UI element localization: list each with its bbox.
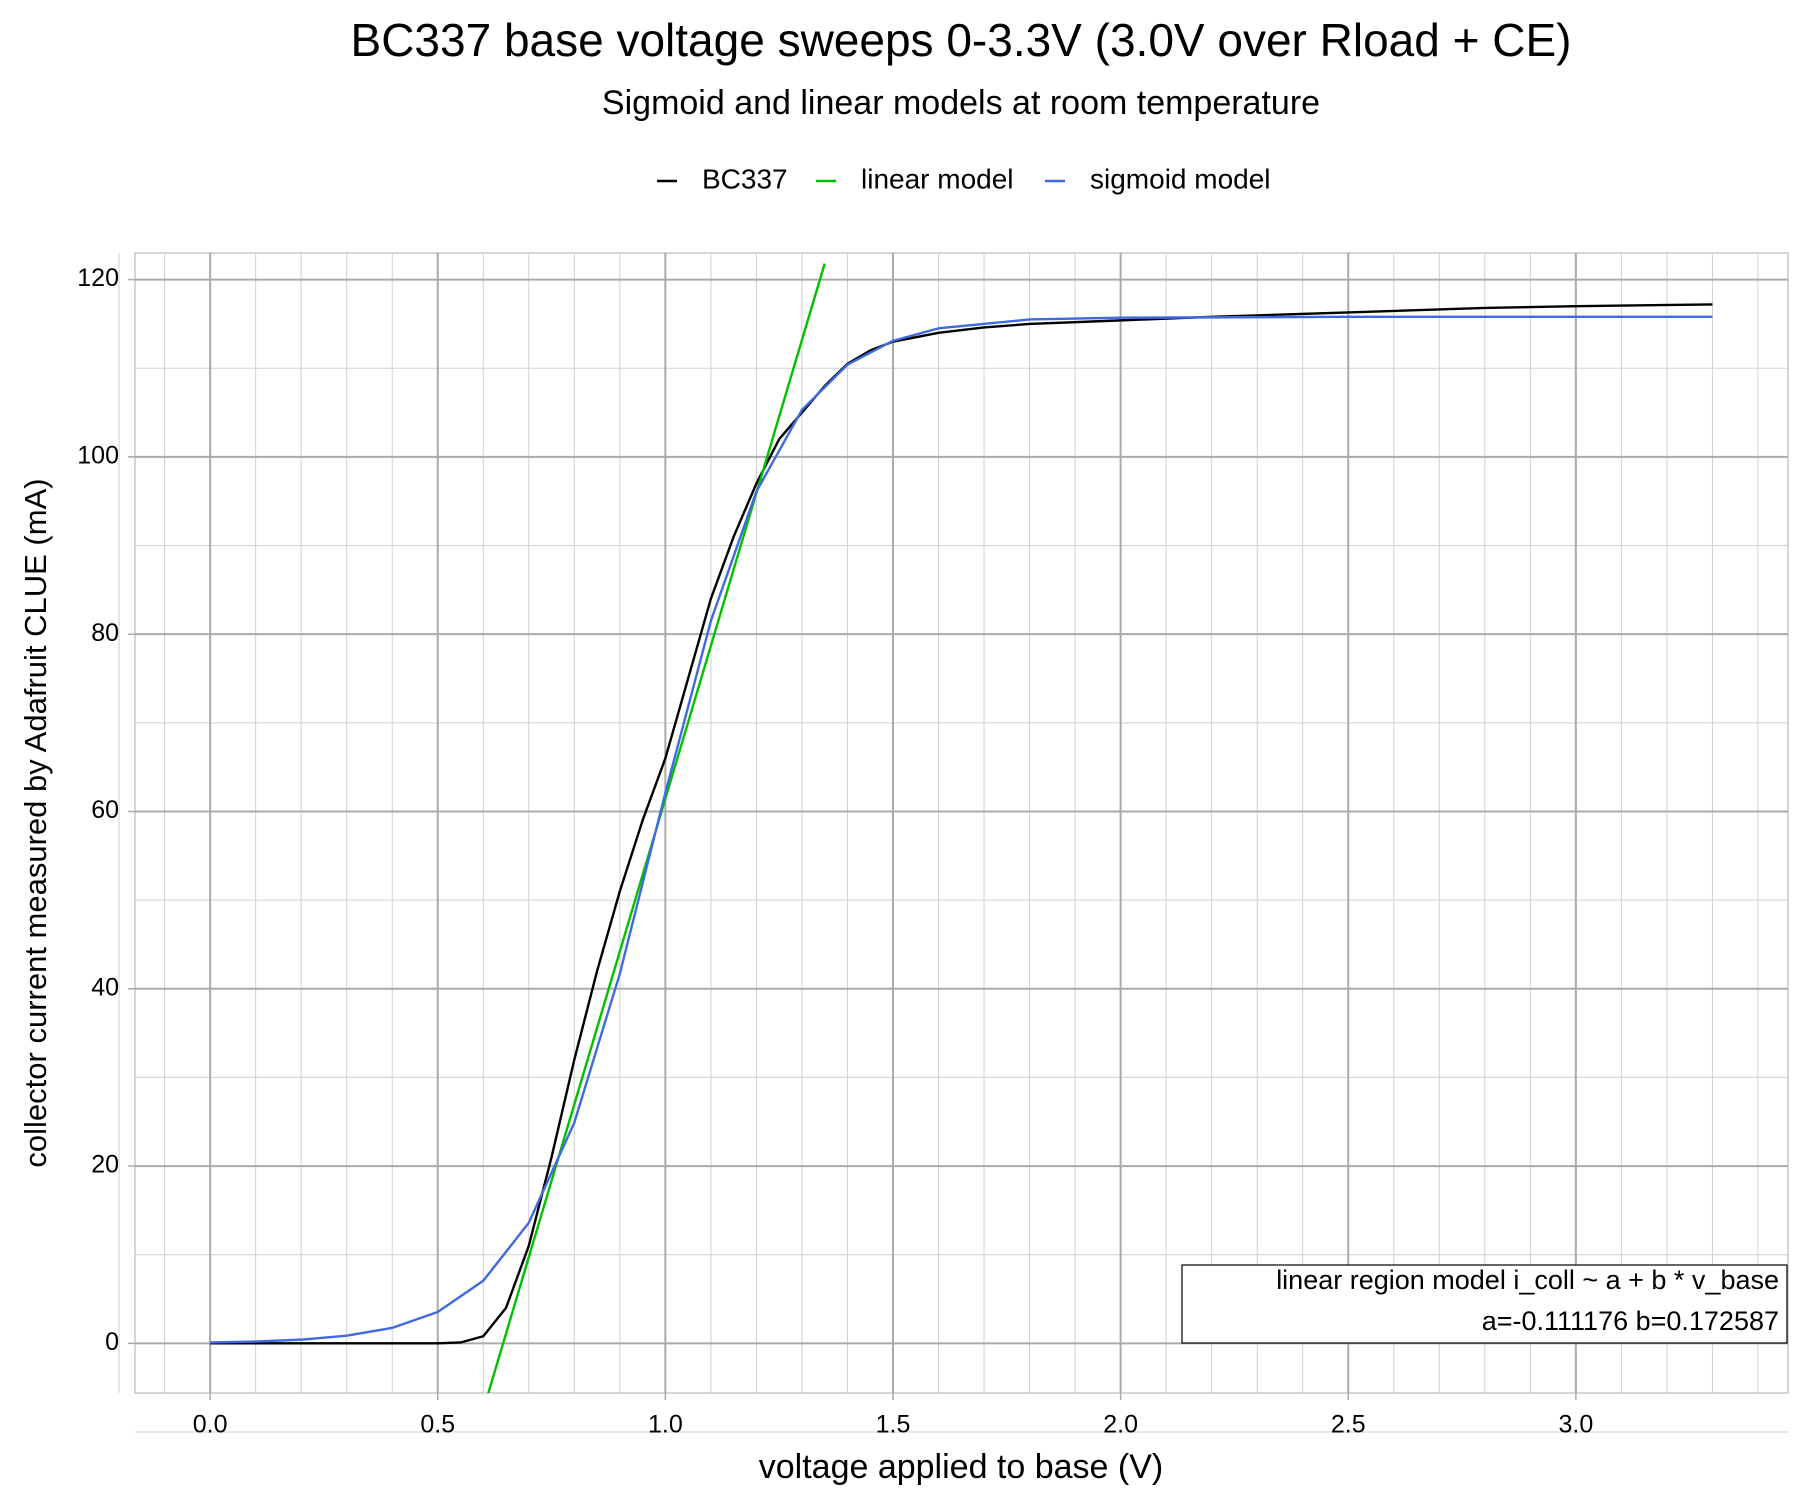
annotation-box	[1181, 1264, 1788, 1344]
x-tick-label: 2.0	[1103, 1411, 1138, 1439]
y-tick-label: 60	[91, 796, 119, 824]
plot-panel	[134, 252, 1789, 1394]
y-tick-label: 120	[77, 264, 119, 292]
series-lines	[210, 263, 1713, 1393]
y-tick-label: 80	[91, 619, 119, 647]
y-tick-label: 40	[91, 973, 119, 1001]
chart-title: BC337 base voltage sweeps 0-3.3V (3.0V o…	[351, 14, 1572, 66]
legend-label: BC337	[702, 163, 788, 194]
series-line	[210, 315, 1713, 1344]
x-tick-label: 0.0	[193, 1411, 228, 1439]
x-tick-label: 1.5	[876, 1411, 911, 1439]
y-tick-label: 0	[105, 1328, 119, 1356]
x-axis-label: voltage applied to base (V)	[759, 1448, 1163, 1486]
legend-label: sigmoid model	[1090, 163, 1271, 194]
annotation-line: a=-0.111176 b=0.172587	[1482, 1306, 1779, 1336]
x-tick-label: 1.0	[648, 1411, 683, 1439]
series-line	[210, 303, 1713, 1345]
y-tick-label: 20	[91, 1151, 119, 1179]
legend-label: linear model	[861, 163, 1014, 194]
y-tick-label: 100	[77, 441, 119, 469]
legend: BC337 linear model sigmoid model	[657, 163, 1271, 194]
x-tick-label: 3.0	[1558, 1411, 1593, 1439]
annotation-line: linear region model i_coll ~ a + b * v_b…	[1276, 1265, 1779, 1295]
chart-subtitle: Sigmoid and linear models at room temper…	[602, 84, 1320, 122]
y-axis-label: collector current measured by Adafruit C…	[18, 478, 53, 1167]
x-tick-label: 2.5	[1331, 1411, 1366, 1439]
x-tick-label: 0.5	[420, 1411, 455, 1439]
